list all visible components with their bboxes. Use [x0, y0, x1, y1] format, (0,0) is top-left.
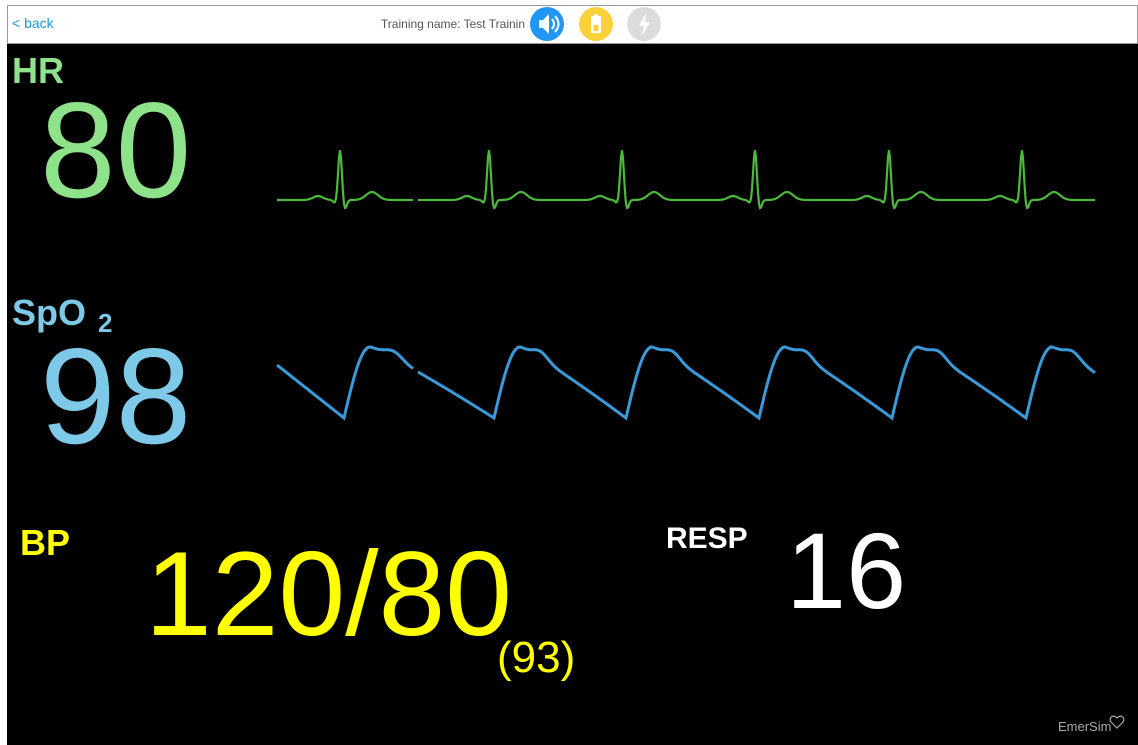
hr-value: 80 — [40, 74, 191, 226]
battery-tip[interactable] — [594, 14, 598, 17]
resp-label: RESP — [666, 522, 748, 555]
training-name: Training name: Test Trainin — [381, 17, 525, 31]
top-bar — [7, 5, 1138, 44]
shock-button[interactable] — [627, 7, 661, 41]
back-link[interactable]: < back — [12, 15, 55, 31]
hr-label: HR — [12, 50, 64, 91]
speaker-icon[interactable] — [539, 14, 549, 34]
brand: EmerSim — [1058, 719, 1111, 734]
spo2-label: SpO — [12, 292, 86, 333]
screen — [7, 44, 1138, 745]
bp-value: 120/80 — [145, 527, 512, 661]
sound-waves[interactable] — [551, 15, 560, 33]
battery-level[interactable] — [593, 25, 599, 31]
spo2-value: 98 — [40, 320, 191, 472]
resp-value: 16 — [786, 510, 906, 631]
brand-heart — [1109, 715, 1125, 729]
battery-button[interactable] — [579, 7, 613, 41]
pleth-waveform — [276, 345, 1096, 421]
bp-label: BP — [20, 522, 70, 563]
ecg-waveform — [277, 150, 1095, 210]
sound-button[interactable] — [530, 7, 564, 41]
spo2-label-subscript: 2 — [98, 308, 112, 338]
lightning-icon[interactable] — [639, 13, 650, 36]
bp-mean: (93) — [497, 633, 575, 682]
